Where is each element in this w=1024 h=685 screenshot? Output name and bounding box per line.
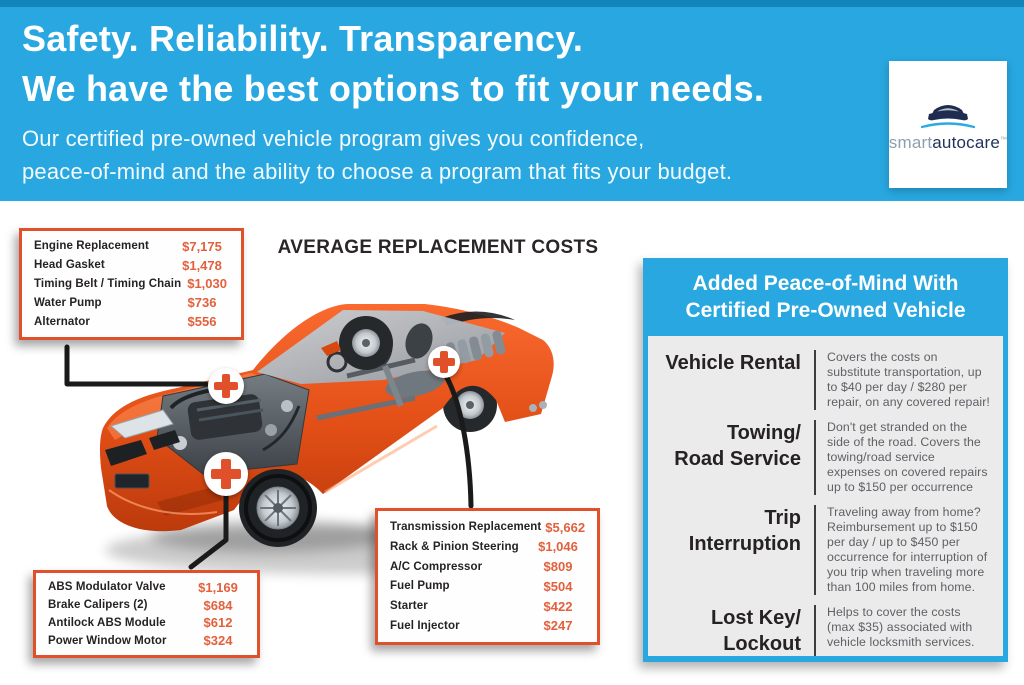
header-band: Safety. Reliability. Transparency. We ha… <box>0 0 1024 201</box>
cost-table-engine: Engine Replacement $7,175 Head Gasket $1,4… <box>19 228 244 340</box>
cost-label: Transmission Replacement <box>390 521 542 534</box>
logo-trademark: ™ <box>1000 135 1008 143</box>
cost-label: Timing Belt / Timing Chain <box>34 277 182 290</box>
header-title: Safety. Reliability. Transparency. We ha… <box>22 18 765 109</box>
cost-label: Head Gasket <box>34 259 105 272</box>
table-row: Starter $422 <box>390 599 589 614</box>
grille <box>105 440 147 466</box>
cost-label: Rack & Pinion Steering <box>390 540 519 553</box>
benefit-description: Don't get stranded on the side of the ro… <box>814 420 993 495</box>
cost-value: $556 <box>187 314 217 330</box>
benefits-panel: Added Peace-of-Mind With Certified Pre-O… <box>643 258 1008 662</box>
cost-value: $422 <box>543 598 573 614</box>
cost-value: $809 <box>543 559 573 575</box>
table-row: Transmission Replacement $5,662 <box>390 520 589 535</box>
benefit-label: Lost Key/ Lockout <box>710 607 801 655</box>
cost-value: $1,478 <box>182 257 222 273</box>
cost-value: $504 <box>543 578 573 594</box>
table-row: Fuel Pump $504 <box>390 579 589 594</box>
table-row: Timing Belt / Timing Chain $1,030 <box>34 276 233 291</box>
cost-value: $324 <box>203 633 233 649</box>
benefits-panel-title: Added Peace-of-Mind With Certified Pre-O… <box>643 258 1008 336</box>
car-icon <box>920 104 976 128</box>
plus-icon <box>204 452 248 496</box>
table-row: Rack & Pinion Steering $1,046 <box>390 539 589 554</box>
headlight <box>109 409 174 439</box>
trunk-vent <box>441 311 515 326</box>
cost-value: $7,175 <box>182 238 222 254</box>
header-top-strip <box>0 0 1024 7</box>
cost-label: A/C Compressor <box>390 560 483 573</box>
benefit-row-vehicle-rental: Vehicle Rental Covers the costs on subst… <box>656 350 993 410</box>
cost-label: Antilock ABS Module <box>48 616 166 629</box>
cost-value: $736 <box>187 295 217 311</box>
cost-value: $5,662 <box>545 519 586 535</box>
benefit-label: Towing/ Road Service <box>674 422 801 470</box>
cost-value: $247 <box>543 618 573 634</box>
plus-icon <box>208 368 244 404</box>
table-row: Head Gasket $1,478 <box>34 258 233 273</box>
benefits-panel-body: Vehicle Rental Covers the costs on subst… <box>643 336 1008 662</box>
cost-label: Power Window Motor <box>48 634 167 647</box>
cost-table-drivetrain: Transmission Replacement $5,662 Rack & Pi… <box>375 508 600 645</box>
cost-value: $612 <box>203 615 233 631</box>
cost-label: Water Pump <box>34 296 102 309</box>
plus-icon <box>428 346 460 378</box>
exhaust-tip <box>529 404 537 412</box>
table-row: Power Window Motor $324 <box>48 633 249 648</box>
cost-label: Brake Calipers (2) <box>48 599 148 612</box>
smart-autocare-logo: smartautocare™ <box>889 61 1007 188</box>
cost-value: $1,169 <box>198 579 238 595</box>
table-row: Alternator $556 <box>34 314 233 329</box>
benefit-description: Helps to cover the costs (max $35) assoc… <box>814 605 993 656</box>
logo-brand-text: smartautocare™ <box>889 133 1007 153</box>
benefit-description: Covers the costs on substitute transport… <box>814 350 993 410</box>
cost-value: $684 <box>203 597 233 613</box>
side-mirror <box>321 341 341 356</box>
table-row: Brake Calipers (2) $684 <box>48 598 249 613</box>
logo-word-smart: smart <box>888 132 933 152</box>
sill-highlight <box>324 424 438 494</box>
benefit-description: Traveling away from home? Reimbursement … <box>814 505 993 595</box>
cost-label: ABS Modulator Valve <box>48 581 166 594</box>
rear-cutaway <box>316 316 506 421</box>
cost-label: Engine Replacement <box>34 240 149 253</box>
table-row: Engine Replacement $7,175 <box>34 239 233 254</box>
logo-word-autocare: autocare <box>932 132 1001 152</box>
benefit-label: Vehicle Rental <box>665 352 801 374</box>
cost-value: $1,046 <box>538 539 578 555</box>
benefit-row-lost-key-lockout: Lost Key/ Lockout Helps to cover the cos… <box>656 605 993 656</box>
table-row: ABS Modulator Valve $1,169 <box>48 580 249 595</box>
cost-value: $1,030 <box>187 276 227 292</box>
table-row: Fuel Injector $247 <box>390 618 589 633</box>
cost-table-brakes: ABS Modulator Valve $1,169 Brake Calipers… <box>33 570 260 658</box>
header-subtitle: Our certified pre-owned vehicle program … <box>22 126 733 184</box>
benefit-row-trip-interruption: Trip Interruption Traveling away from ho… <box>656 505 993 595</box>
table-row: A/C Compressor $809 <box>390 559 589 574</box>
table-row: Antilock ABS Module $612 <box>48 615 249 630</box>
benefit-row-towing-road-service: Towing/ Road Service Don't get stranded … <box>656 420 993 495</box>
cost-label: Alternator <box>34 315 90 328</box>
cost-label: Fuel Pump <box>390 580 450 593</box>
license-plate <box>114 473 150 489</box>
front-wheel <box>239 469 317 547</box>
table-row: Water Pump $736 <box>34 295 233 310</box>
cost-label: Fuel Injector <box>390 619 460 632</box>
exhaust-tip <box>539 401 547 409</box>
benefit-label: Trip Interruption <box>688 507 801 555</box>
cost-label: Starter <box>390 600 428 613</box>
section-title: AVERAGE REPLACEMENT COSTS <box>277 237 599 258</box>
